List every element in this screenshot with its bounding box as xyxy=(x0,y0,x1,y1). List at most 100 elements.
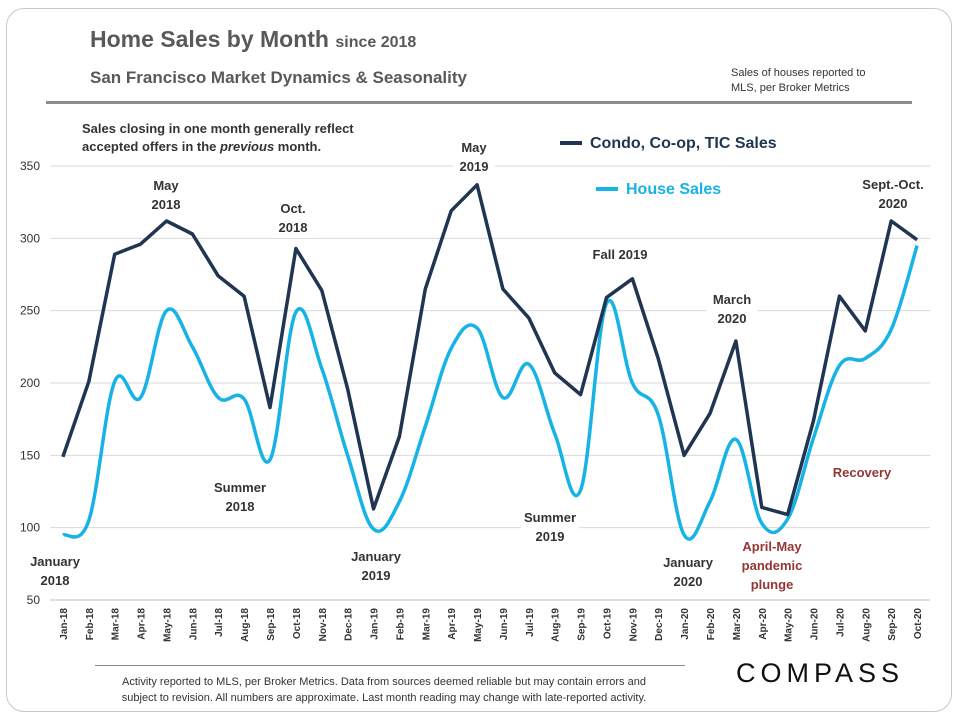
annotation-bg xyxy=(520,507,580,547)
x-tick-label: Jul-20 xyxy=(835,608,846,637)
annotation-plunge: plunge xyxy=(751,577,794,592)
source-line-1: Sales of houses reported to xyxy=(731,67,866,79)
x-tick-label: Apr-20 xyxy=(758,608,769,640)
footer-line-1: Activity reported to MLS, per Broker Met… xyxy=(122,676,646,688)
source-note: Sales of houses reported to MLS, per Bro… xyxy=(731,66,866,96)
annotation-bg xyxy=(824,462,900,483)
annotation-plunge: pandemic xyxy=(742,558,803,573)
x-tick-label: May-18 xyxy=(162,608,173,642)
x-tick-label: Nov-19 xyxy=(628,608,639,642)
annotation-bg xyxy=(730,536,814,595)
x-tick-label: Oct-18 xyxy=(292,608,303,640)
annotation-bg xyxy=(453,137,495,177)
title-suffix: since 2018 xyxy=(335,34,417,51)
annotation-mar20: 2020 xyxy=(718,311,747,326)
annotation-jan18: 2018 xyxy=(41,573,70,588)
compass-logo: COMPASS xyxy=(736,658,905,688)
x-tick-label: Jun-18 xyxy=(188,608,199,641)
annotation-bg xyxy=(272,198,314,238)
x-tick-label: Oct-20 xyxy=(913,608,924,640)
x-tick-label: Sep-18 xyxy=(266,608,277,641)
annotation-recovery: Recovery xyxy=(833,465,892,480)
footer-divider xyxy=(95,665,685,666)
y-tick-label: 50 xyxy=(27,593,41,607)
y-tick-label: 350 xyxy=(20,159,40,173)
x-tick-label: Aug-18 xyxy=(240,608,251,642)
annotation-jan20: 2020 xyxy=(674,574,703,589)
note-line-2b: month. xyxy=(274,139,322,154)
annotation-jan18: January xyxy=(30,554,81,569)
x-tick-label: Feb-19 xyxy=(395,608,406,641)
header-divider xyxy=(46,101,912,104)
annotation-plunge: April-May xyxy=(742,539,802,554)
x-tick-label: Jan-20 xyxy=(680,608,691,640)
series-line-house-sales xyxy=(62,245,919,541)
x-tick-label: Dec-18 xyxy=(344,608,355,641)
annotation-mar20: March xyxy=(713,292,751,307)
x-tick-label: Feb-18 xyxy=(85,608,96,641)
x-tick-label: Mar-20 xyxy=(732,608,743,641)
y-tick-label: 150 xyxy=(20,448,40,462)
series-layer xyxy=(61,183,919,541)
x-tick-label: Mar-19 xyxy=(421,608,432,641)
legend-condo-label: Condo, Co-op, TIC Sales xyxy=(590,135,777,152)
x-tick-label: Mar-18 xyxy=(111,608,122,641)
annotation-jan19: 2019 xyxy=(362,568,391,583)
x-tick-label: Jun-20 xyxy=(810,608,821,641)
x-tick-label: Feb-20 xyxy=(706,608,717,641)
note-line-2a: accepted offers in the xyxy=(82,139,220,154)
y-tick-label: 100 xyxy=(20,521,40,535)
series-line-condo-sales xyxy=(61,183,919,517)
annotation-jan19: January xyxy=(351,549,402,564)
annotation-bg xyxy=(145,175,187,215)
title-main: Home Sales by Month xyxy=(90,26,329,52)
annotation-may18: May xyxy=(153,178,179,193)
note-emphasis: previous xyxy=(219,139,275,154)
annotation-oct18: 2018 xyxy=(279,220,308,235)
x-tick-label: Aug-20 xyxy=(861,608,872,642)
annotation-jan20: January xyxy=(663,555,714,570)
x-tick-label: Jul-18 xyxy=(214,608,225,637)
x-tick-label: Jan-19 xyxy=(370,608,381,640)
x-tick-label: Apr-18 xyxy=(137,608,148,640)
footer-disclaimer: Activity reported to MLS, per Broker Met… xyxy=(76,674,692,706)
label-layer: 50 100 150 200 250 300 350 Jan-18 Feb-18 Mar-18 Ap… xyxy=(20,135,939,642)
y-tick-label: 250 xyxy=(20,304,40,318)
x-tick-label: Nov-18 xyxy=(318,608,329,642)
annotation-may18: 2018 xyxy=(152,197,181,212)
legend-house-label: House Sales xyxy=(626,181,721,198)
x-tick-label: Aug-19 xyxy=(551,608,562,642)
x-tick-label: Jun-19 xyxy=(499,608,510,641)
x-tick-label: Sep-20 xyxy=(887,608,898,641)
annotation-sum19: Summer xyxy=(524,510,576,525)
annotation-sepoct20: Sept.-Oct. xyxy=(862,177,923,192)
footer-line-2: subject to revision. All numbers are app… xyxy=(121,692,647,704)
source-line-2: MLS, per Broker Metrics xyxy=(731,82,850,94)
y-tick-label: 300 xyxy=(20,231,40,245)
x-tick-label: Jan-18 xyxy=(59,608,70,640)
annotation-bg xyxy=(654,552,722,592)
y-tick-label: 200 xyxy=(20,376,40,390)
x-tick-label: Jul-19 xyxy=(525,608,536,637)
x-tick-label: Sep-19 xyxy=(577,608,588,641)
annotation-bg xyxy=(21,551,89,591)
annotation-sum19: 2019 xyxy=(536,529,565,544)
annotation-bg xyxy=(210,477,270,517)
note-line-1: Sales closing in one month generally ref… xyxy=(82,121,354,136)
annotation-may19: 2019 xyxy=(460,159,489,174)
note-line-2: accepted offers in the previous month. xyxy=(82,138,354,156)
chart-note: Sales closing in one month generally ref… xyxy=(82,120,354,156)
x-tick-label: Apr-19 xyxy=(447,608,458,640)
annotation-bg xyxy=(578,244,662,265)
annotation-may19: May xyxy=(461,140,487,155)
annotation-fall19: Fall 2019 xyxy=(593,247,648,262)
x-tick-label: Oct-19 xyxy=(602,608,613,640)
annotation-bg xyxy=(847,174,939,214)
x-tick-label: May-20 xyxy=(784,608,795,642)
x-tick-label: May-19 xyxy=(473,608,484,642)
page-title: Home Sales by Month since 2018 xyxy=(90,26,416,53)
annotation-oct18: Oct. xyxy=(280,201,305,216)
x-tick-label: Dec-19 xyxy=(654,608,665,641)
annotation-bg xyxy=(707,289,757,329)
